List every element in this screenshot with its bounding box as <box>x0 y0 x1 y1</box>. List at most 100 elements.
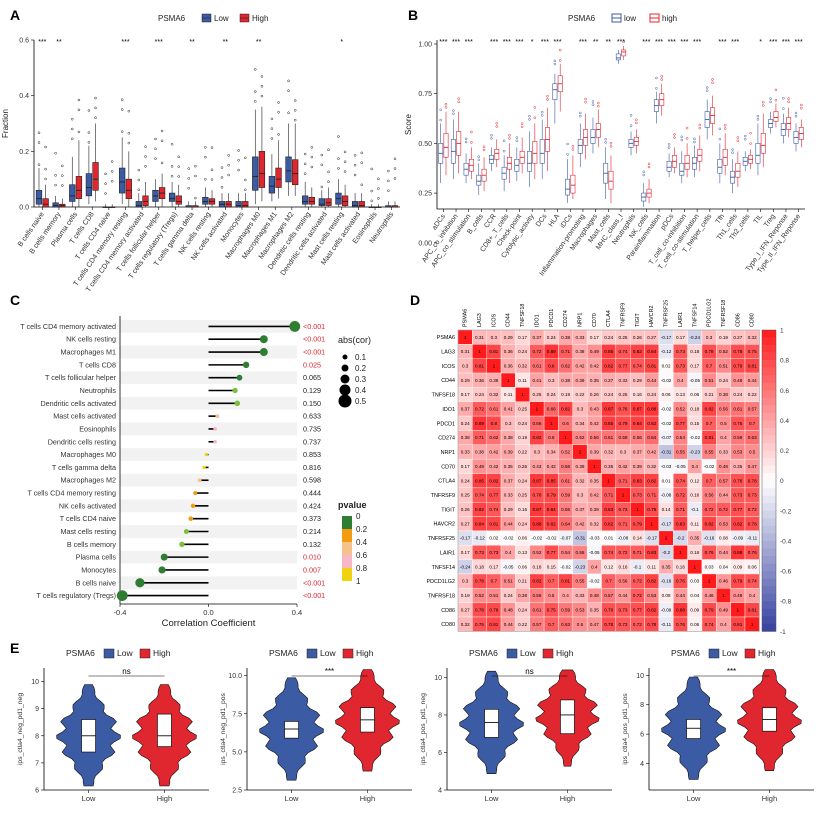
x-tick-label: High <box>157 794 172 803</box>
box-outlier <box>756 118 760 121</box>
heatmap-value: 0.37 <box>504 478 513 483</box>
p-value-label: <0.001 <box>303 322 325 331</box>
box-body <box>275 167 282 188</box>
legend-label: High <box>252 14 268 23</box>
heatmap-col-label: HAVCR2 <box>649 306 655 327</box>
x-tick-label: Tfh <box>715 213 727 225</box>
heatmap-value: 1 <box>636 507 639 512</box>
heatmap-value: 0.3 <box>577 493 584 498</box>
heatmap-value: 0.52 <box>575 435 584 440</box>
box-outlier <box>77 108 81 112</box>
box-outlier <box>104 192 107 195</box>
heatmap-value: 0.24 <box>647 392 656 397</box>
box-outlier <box>327 180 330 183</box>
box-outlier <box>120 130 124 133</box>
heatmap-value: 0.79 <box>633 521 642 526</box>
box-outlier <box>774 98 778 102</box>
p-value-label: 0.373 <box>303 514 321 523</box>
box-outlier <box>61 164 64 168</box>
heatmap-value: 0.85 <box>475 478 484 483</box>
heatmap-value: 0.74 <box>475 493 484 498</box>
box-outlier <box>194 164 197 168</box>
box-outlier <box>37 131 41 135</box>
box-outlier <box>528 114 531 118</box>
heatmap-value: 0.53 <box>719 521 728 526</box>
heatmap-value: 0.52 <box>676 407 685 412</box>
heatmap-value: -0.05 <box>503 564 514 569</box>
box-body <box>85 173 93 197</box>
y-tick-label: 8 <box>35 733 39 740</box>
heatmap-value: 0.79 <box>547 493 556 498</box>
box-outlier <box>655 87 658 90</box>
heatmap-value: 0.21 <box>705 392 714 397</box>
heatmap-value: 0.44 <box>647 378 656 383</box>
box-outlier <box>204 178 207 181</box>
heatmap-value: 0.61 <box>489 407 498 412</box>
heatmap-value: 1 <box>679 550 682 555</box>
legend-label: High <box>758 648 776 658</box>
p-value-label: <0.001 <box>303 578 325 587</box>
color-legend-band <box>342 529 352 542</box>
heatmap-value: 0.77 <box>547 550 556 555</box>
heatmap-value: 0.22 <box>518 622 527 627</box>
box-outlier <box>220 176 224 179</box>
heatmap-value: 0.38 <box>561 378 570 383</box>
box-outlier <box>77 98 81 102</box>
heatmap-value: 0.61 <box>604 435 613 440</box>
colorbar-band <box>762 375 776 384</box>
colorbar-band <box>762 405 776 414</box>
p-value-label: 0.444 <box>303 489 321 498</box>
colorbar-band <box>762 608 776 617</box>
box-outlier <box>270 127 274 130</box>
box-outlier <box>452 109 455 112</box>
significance-mark: *** <box>579 39 587 46</box>
box-outlier <box>490 137 493 140</box>
y-tick-label: 10.0 <box>228 673 242 680</box>
significance-mark: *** <box>38 39 46 46</box>
box-body <box>125 178 132 199</box>
x-tick-label: Low <box>82 794 96 803</box>
box-outlier <box>470 141 473 144</box>
box-outlier <box>591 103 595 106</box>
heatmap-value: -0.12 <box>661 349 672 354</box>
box-outlier <box>260 85 264 88</box>
heatmap-value: -0.07 <box>560 536 571 541</box>
lollipop-dot <box>197 478 202 483</box>
box-outlier <box>377 177 380 181</box>
box-outlier <box>277 111 280 114</box>
box-outlier <box>71 137 74 141</box>
box-outlier <box>377 197 380 200</box>
colorbar-band <box>762 533 776 542</box>
heatmap-value: 0.38 <box>719 392 728 397</box>
box-body <box>760 133 766 154</box>
heatmap-value: 0.42 <box>575 521 584 526</box>
heatmap-value: 0.82 <box>532 435 541 440</box>
heatmap-value: 0.76 <box>532 493 541 498</box>
heatmap-value: 0.32 <box>461 622 470 627</box>
heatmap-value: 0.61 <box>532 363 541 368</box>
heatmap-value: 0.44 <box>748 378 757 383</box>
significance-mark: *** <box>718 39 726 46</box>
legend-label: Low <box>214 14 229 23</box>
heatmap-value: 0.5 <box>548 593 555 598</box>
box-outlier <box>629 124 633 127</box>
heatmap-value: 0.44 <box>719 493 728 498</box>
heatmap-value: 0.25 <box>619 335 628 340</box>
box-body <box>608 170 614 190</box>
heatmap-value: 0.87 <box>532 507 541 512</box>
legend-title: PSMA6 <box>66 648 95 658</box>
heatmap-value: 0.3 <box>462 363 469 368</box>
heatmap-value: 0.42 <box>647 450 656 455</box>
heatmap-value: 0.04 <box>719 564 728 569</box>
box-body <box>318 198 325 206</box>
heatmap-value: 1 <box>722 593 725 598</box>
box-outlier <box>293 99 297 102</box>
heatmap-value: 0.73 <box>489 550 498 555</box>
box-outlier <box>693 137 696 141</box>
row-label: T cells CD4 memory activated <box>20 322 116 331</box>
heatmap-value: 0.24 <box>518 607 527 612</box>
heatmap-value: 0.7 <box>706 478 713 483</box>
heatmap-value: 0.09 <box>690 607 699 612</box>
box-outlier <box>61 184 64 187</box>
significance-mark: *** <box>515 39 523 46</box>
